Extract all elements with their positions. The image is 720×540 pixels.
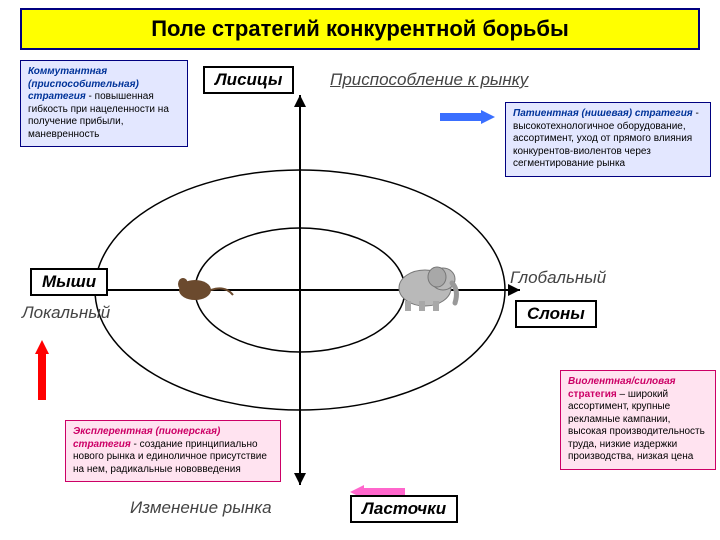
box-violent-title: Виолентная/силовая <box>568 376 676 387</box>
axis-left-label: Мыши <box>30 268 108 296</box>
box-violent-subtitle: стратегия <box>568 389 617 400</box>
box-patient: Патиентная (нишевая) стратегия - высокот… <box>505 102 711 177</box>
axis-left-text: Локальный <box>22 303 110 323</box>
box-violent: Виолентная/силовая стратегия – широкий а… <box>560 370 716 470</box>
box-kommutant: Коммутантная (приспособительная) стратег… <box>20 60 188 147</box>
axis-right-text: Глобальный <box>510 268 606 288</box>
axis-right-label: Слоны <box>515 300 597 328</box>
axis-top-text: Приспособление к рынку <box>330 70 528 90</box>
box-patient-title: Патиентная (нишевая) стратегия <box>513 108 693 119</box>
box-eksplerent: Эксплерентная (пионерская) стратегия - с… <box>65 420 281 482</box>
axis-top-label: Лисицы <box>203 66 294 94</box>
axis-bottom-label: Ласточки <box>350 495 458 523</box>
axis-bottom-text: Изменение рынка <box>130 498 272 518</box>
